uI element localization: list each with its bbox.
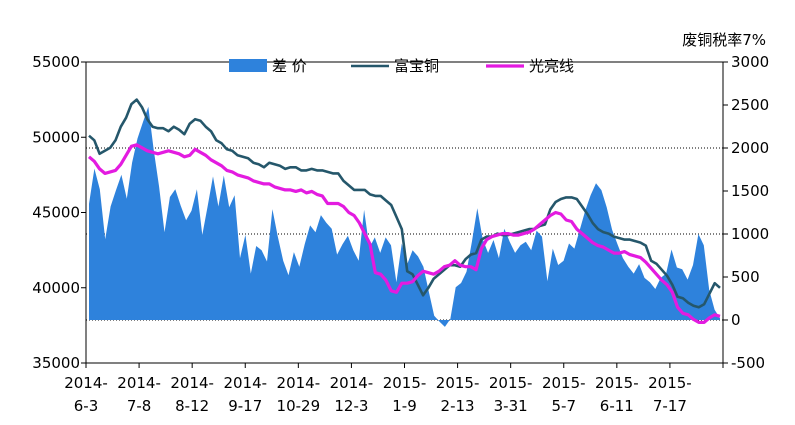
x-tick-label-date: 7-17 xyxy=(653,397,687,415)
x-tick-label-year: 2014- xyxy=(277,374,321,392)
x-tick-label-year: 2015- xyxy=(595,374,639,392)
x-tick-label-date: 6-11 xyxy=(600,397,634,415)
x-tick-label-date: 8-12 xyxy=(175,397,209,415)
x-tick-label-date: 10-29 xyxy=(277,397,321,415)
right-tick-label: 500 xyxy=(731,268,760,286)
x-tick-label-date: 2-13 xyxy=(441,397,475,415)
x-tick-label-date: 1-9 xyxy=(392,397,417,415)
x-tick-label-year: 2014- xyxy=(64,374,108,392)
x-tick-label-date: 9-17 xyxy=(228,397,262,415)
axis-layer: 35000 40000 45000 50000 55000 -500 0 500 1000 150… xyxy=(32,53,769,415)
legend-label-0: 差 价 xyxy=(272,57,307,75)
x-tick-label-year: 2014- xyxy=(117,374,161,392)
legend-swatch-0 xyxy=(229,59,267,72)
legend: 差 价 富宝铜 光亮线 xyxy=(229,57,574,75)
series-line-1 xyxy=(88,98,721,309)
left-tick-label: 45000 xyxy=(32,204,80,222)
x-tick-label-date: 12-3 xyxy=(334,397,368,415)
right-tick-label: 1500 xyxy=(731,182,769,200)
right-axis-title: 废铜税率7% xyxy=(682,31,766,49)
x-tick-label-date: 7-8 xyxy=(127,397,152,415)
right-tick-label: 2000 xyxy=(731,139,769,157)
right-tick-label: 1000 xyxy=(731,225,769,243)
x-tick-label-year: 2014- xyxy=(330,374,374,392)
series-area-0 xyxy=(89,106,720,327)
right-tick-label: 3000 xyxy=(731,53,769,71)
x-tick-label-date: 5-7 xyxy=(552,397,577,415)
legend-label-1: 富宝铜 xyxy=(394,57,439,75)
right-tick-label: 0 xyxy=(731,311,741,329)
right-tick-label: 2500 xyxy=(731,96,769,114)
left-tick-label: 50000 xyxy=(32,128,80,146)
legend-label-2: 光亮线 xyxy=(529,57,574,75)
right-tick-label: -500 xyxy=(731,354,765,372)
series-line-2 xyxy=(87,143,721,324)
series-layer xyxy=(87,98,721,327)
x-tick-label-year: 2014- xyxy=(223,374,267,392)
x-tick-label-year: 2015- xyxy=(436,374,480,392)
x-tick-label-year: 2015- xyxy=(542,374,586,392)
x-tick-label-year: 2014- xyxy=(170,374,214,392)
x-tick-label-date: 6-3 xyxy=(74,397,99,415)
left-tick-label: 55000 xyxy=(32,53,80,71)
left-tick-label: 35000 xyxy=(32,354,80,372)
x-tick-label-date: 3-31 xyxy=(494,397,528,415)
x-tick-label-year: 2015- xyxy=(648,374,692,392)
x-tick-label-year: 2015- xyxy=(383,374,427,392)
left-tick-label: 40000 xyxy=(32,279,80,297)
x-tick-label-year: 2015- xyxy=(489,374,533,392)
